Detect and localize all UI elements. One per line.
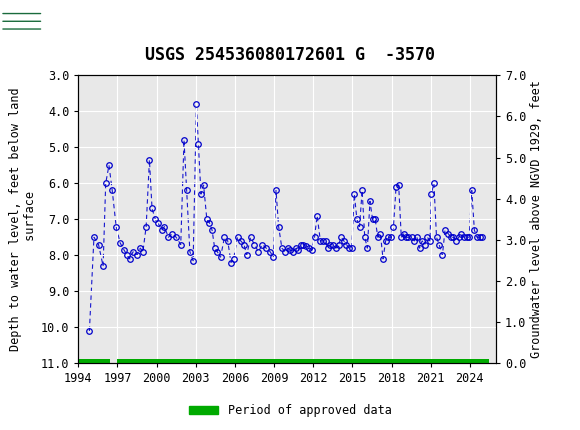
Legend: Period of approved data: Period of approved data xyxy=(184,399,396,422)
Text: USGS 254536080172601 G  -3570: USGS 254536080172601 G -3570 xyxy=(145,46,435,64)
Y-axis label: Depth to water level, feet below land
 surface: Depth to water level, feet below land su… xyxy=(9,87,37,351)
Text: USGS: USGS xyxy=(90,10,145,28)
Bar xyxy=(118,359,490,367)
Bar xyxy=(78,359,110,367)
Y-axis label: Groundwater level above NGVD 1929, feet: Groundwater level above NGVD 1929, feet xyxy=(531,80,543,358)
FancyBboxPatch shape xyxy=(3,3,78,36)
